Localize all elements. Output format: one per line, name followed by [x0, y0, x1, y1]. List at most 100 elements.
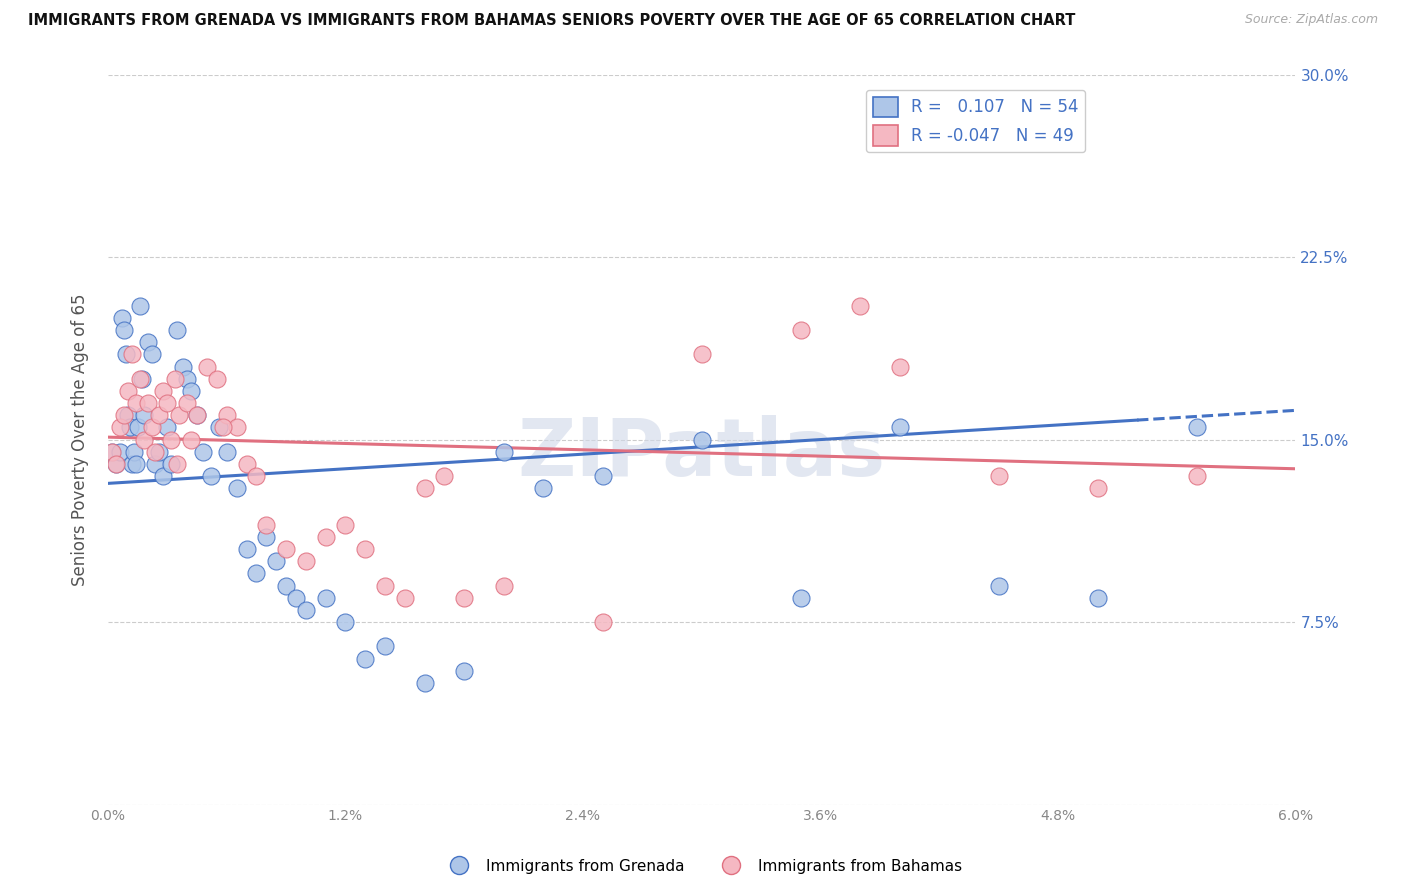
Point	[136, 335, 159, 350]
Point	[225, 420, 247, 434]
Point	[104, 457, 127, 471]
Legend: Immigrants from Grenada, Immigrants from Bahamas: Immigrants from Grenada, Immigrants from…	[437, 853, 969, 880]
Point	[315, 530, 337, 544]
Point	[186, 409, 208, 423]
Point	[111, 310, 134, 325]
Point	[160, 433, 183, 447]
Point	[1087, 481, 1109, 495]
Point	[108, 444, 131, 458]
Point	[433, 469, 456, 483]
Point	[122, 444, 145, 458]
Point	[592, 615, 614, 629]
Point	[112, 323, 135, 337]
Point	[492, 578, 515, 592]
Point	[195, 359, 218, 374]
Point	[531, 481, 554, 495]
Point	[789, 323, 811, 337]
Point	[101, 444, 124, 458]
Point	[121, 457, 143, 471]
Point	[141, 347, 163, 361]
Point	[131, 372, 153, 386]
Text: ZIPatlas: ZIPatlas	[517, 415, 886, 493]
Point	[225, 481, 247, 495]
Point	[335, 517, 357, 532]
Point	[165, 372, 187, 386]
Point	[136, 396, 159, 410]
Legend: R =   0.107   N = 54, R = -0.047   N = 49: R = 0.107 N = 54, R = -0.047 N = 49	[866, 90, 1085, 153]
Point	[121, 347, 143, 361]
Point	[172, 359, 194, 374]
Point	[145, 444, 167, 458]
Point	[112, 409, 135, 423]
Point	[354, 651, 377, 665]
Point	[108, 420, 131, 434]
Point	[148, 409, 170, 423]
Point	[374, 640, 396, 654]
Text: IMMIGRANTS FROM GRENADA VS IMMIGRANTS FROM BAHAMAS SENIORS POVERTY OVER THE AGE : IMMIGRANTS FROM GRENADA VS IMMIGRANTS FR…	[28, 13, 1076, 29]
Point	[176, 372, 198, 386]
Point	[690, 433, 713, 447]
Point	[180, 433, 202, 447]
Point	[127, 420, 149, 434]
Point	[125, 396, 148, 410]
Point	[987, 469, 1010, 483]
Point	[176, 396, 198, 410]
Point	[889, 420, 911, 434]
Point	[117, 384, 139, 398]
Point	[453, 664, 475, 678]
Point	[160, 457, 183, 471]
Point	[128, 372, 150, 386]
Point	[264, 554, 287, 568]
Point	[125, 457, 148, 471]
Point	[208, 420, 231, 434]
Point	[166, 457, 188, 471]
Point	[849, 299, 872, 313]
Point	[254, 530, 277, 544]
Point	[215, 409, 238, 423]
Point	[117, 409, 139, 423]
Point	[413, 481, 436, 495]
Point	[152, 469, 174, 483]
Point	[191, 444, 214, 458]
Point	[889, 359, 911, 374]
Point	[274, 578, 297, 592]
Point	[1185, 420, 1208, 434]
Point	[374, 578, 396, 592]
Point	[156, 396, 179, 410]
Point	[492, 444, 515, 458]
Point	[132, 409, 155, 423]
Point	[1185, 469, 1208, 483]
Point	[186, 409, 208, 423]
Point	[148, 444, 170, 458]
Point	[394, 591, 416, 605]
Point	[315, 591, 337, 605]
Point	[211, 420, 233, 434]
Point	[295, 603, 318, 617]
Point	[167, 409, 190, 423]
Point	[254, 517, 277, 532]
Point	[354, 542, 377, 557]
Point	[245, 469, 267, 483]
Point	[592, 469, 614, 483]
Point	[114, 347, 136, 361]
Point	[274, 542, 297, 557]
Point	[166, 323, 188, 337]
Point	[235, 542, 257, 557]
Point	[141, 420, 163, 434]
Point	[215, 444, 238, 458]
Point	[285, 591, 308, 605]
Point	[987, 578, 1010, 592]
Point	[245, 566, 267, 581]
Point	[789, 591, 811, 605]
Point	[132, 433, 155, 447]
Point	[180, 384, 202, 398]
Point	[104, 457, 127, 471]
Point	[295, 554, 318, 568]
Point	[118, 420, 141, 434]
Point	[1087, 591, 1109, 605]
Point	[152, 384, 174, 398]
Point	[335, 615, 357, 629]
Point	[235, 457, 257, 471]
Point	[145, 457, 167, 471]
Point	[205, 372, 228, 386]
